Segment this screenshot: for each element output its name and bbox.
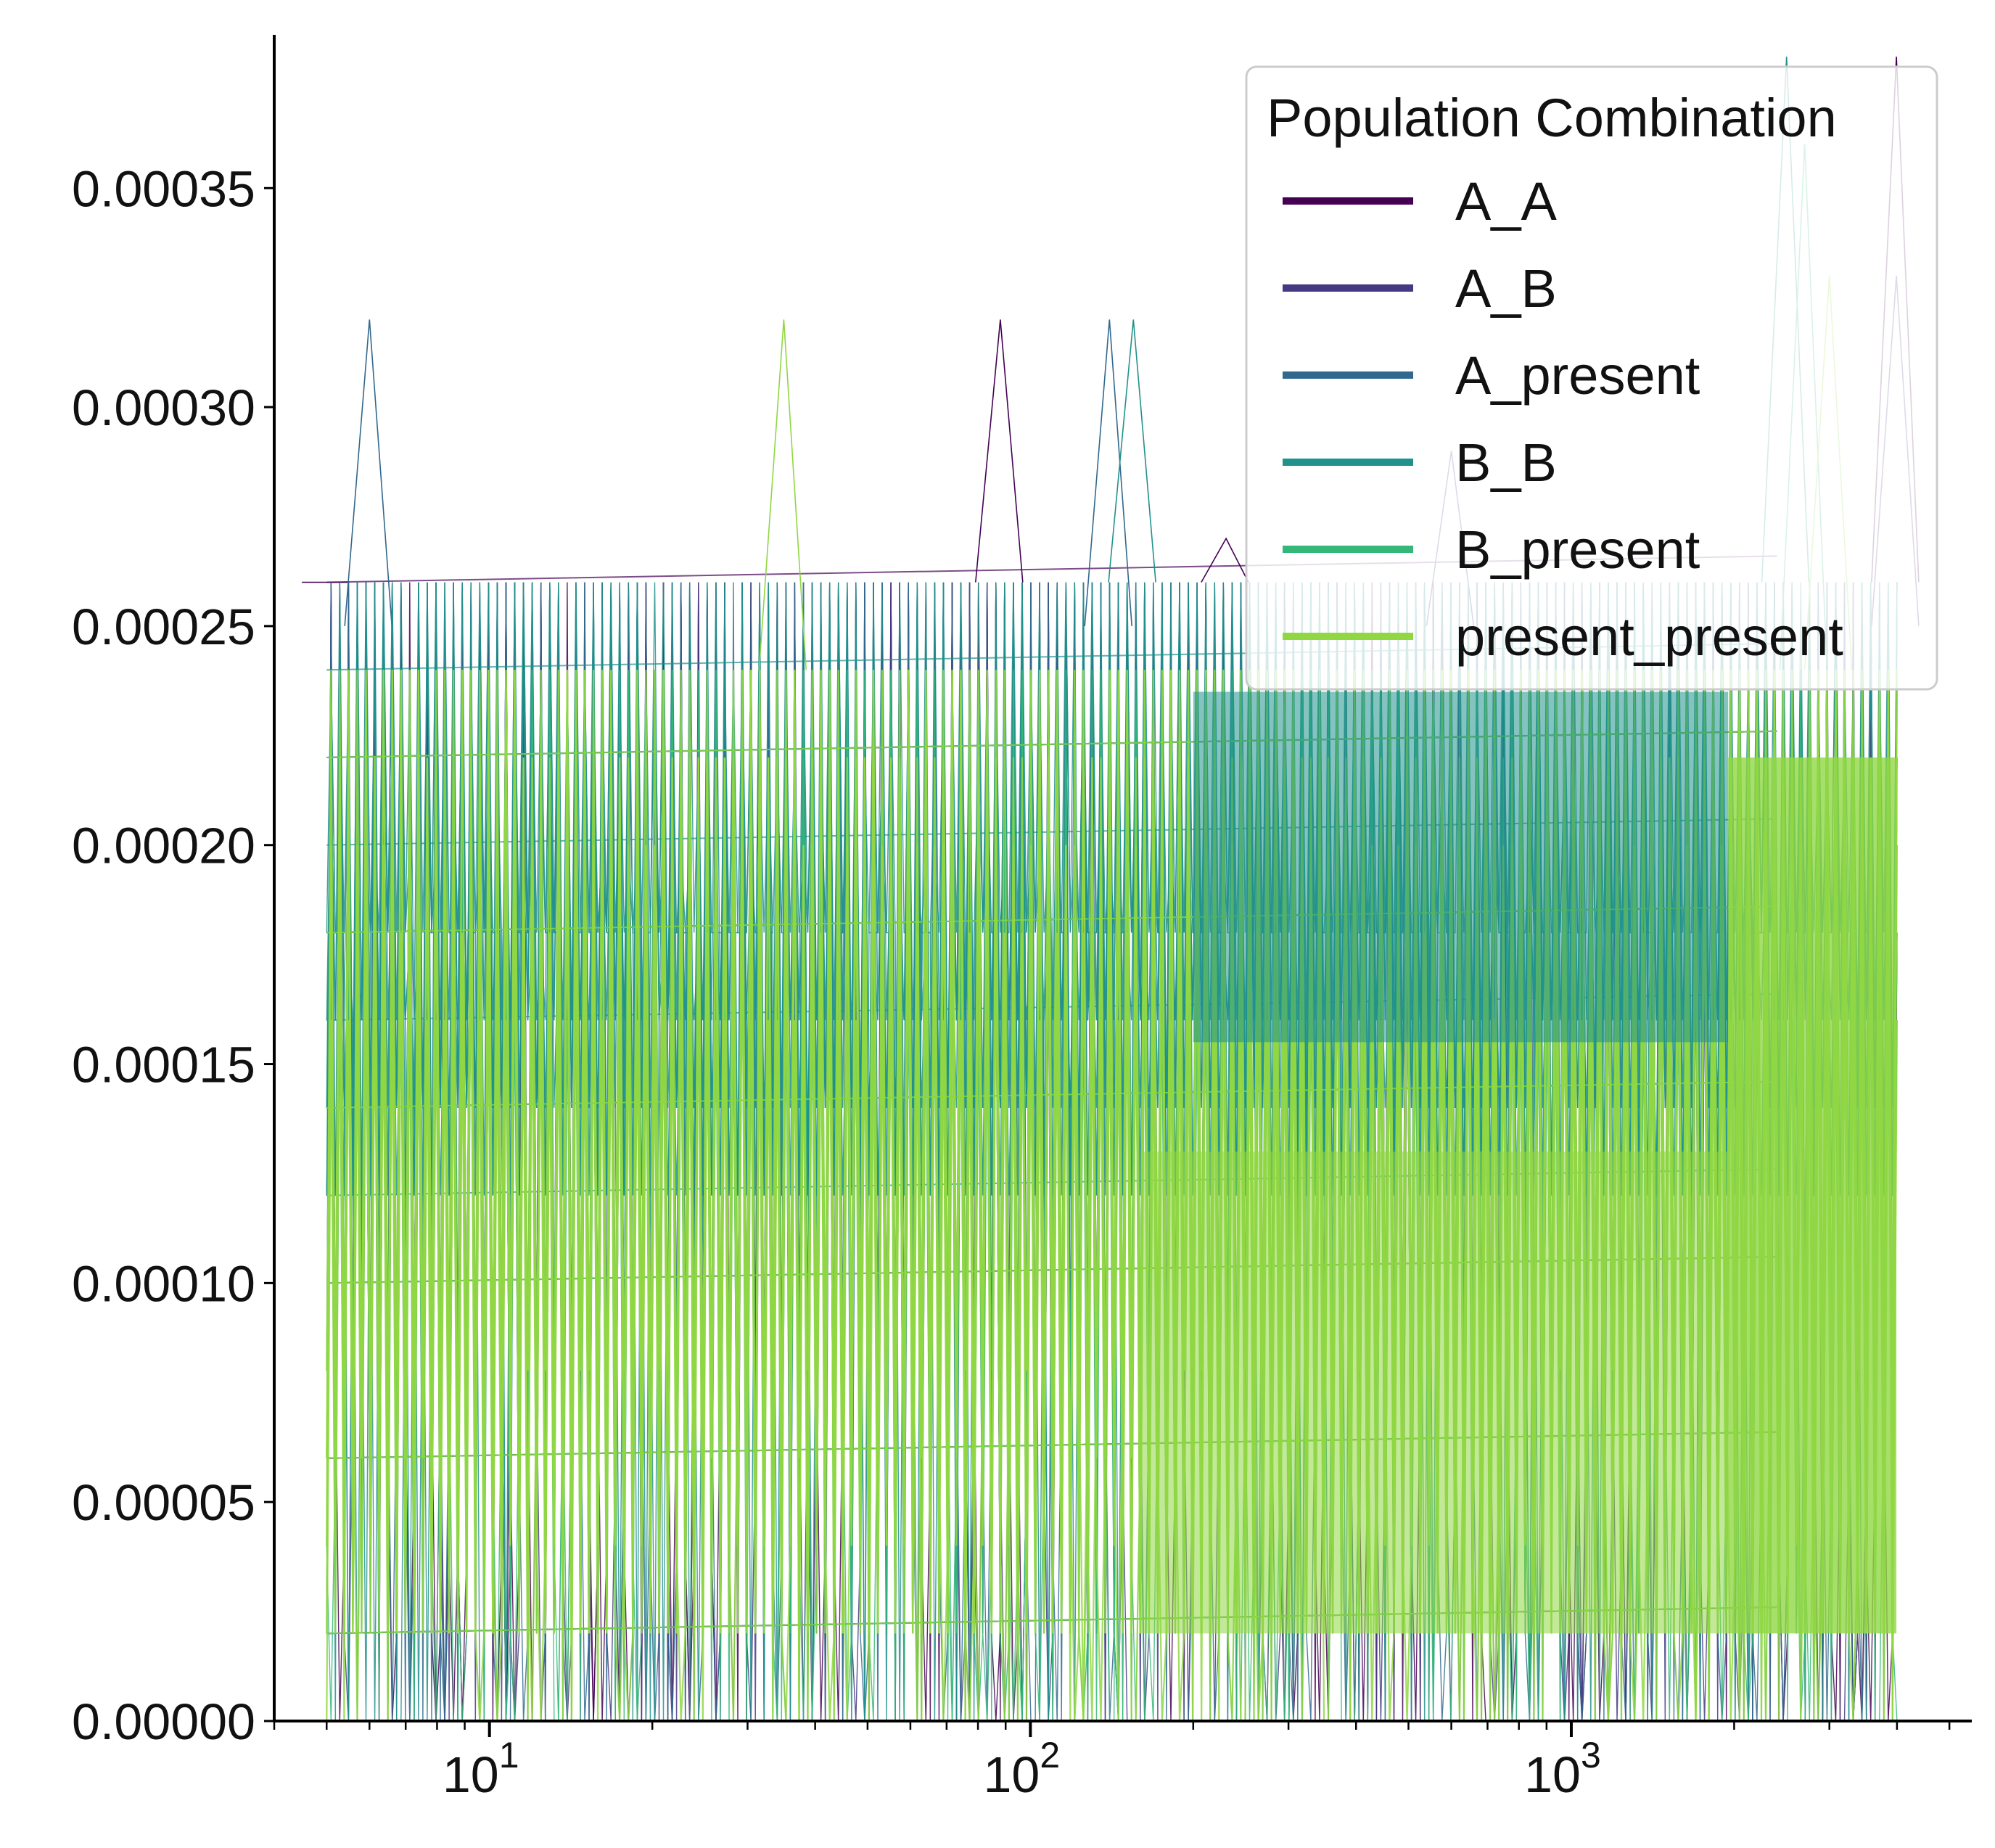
series-level-present-present xyxy=(326,1080,1777,1109)
legend-box xyxy=(1245,65,1938,691)
legend-label-B-present: B_present xyxy=(1455,520,1700,580)
series-spike-B-B-1 xyxy=(1108,319,1156,583)
y-tick-label: 0.00025 xyxy=(72,599,255,655)
series-spike-A-A-3 xyxy=(1201,537,1249,583)
x-tick-exponent: 3 xyxy=(1581,1735,1601,1775)
y-tick-label: 0.00030 xyxy=(72,379,255,436)
axes: 0.00000 0.00005 0.00010 0.00015 0.00020 0.000… xyxy=(72,35,1972,1803)
series-spike-present-present-1 xyxy=(758,319,807,670)
x-tick-exponent: 1 xyxy=(499,1735,519,1775)
legend-label-A-B: A_B xyxy=(1455,258,1557,319)
x-tick-label: 103 xyxy=(1524,1735,1601,1803)
legend-label-present-present: present_present xyxy=(1455,607,1843,667)
y-tick-label: 0.00010 xyxy=(72,1255,255,1312)
y-tick-label: 0.00000 xyxy=(72,1693,255,1750)
x-tick-label: 101 xyxy=(443,1735,519,1803)
series-density-present-present-tail xyxy=(1728,757,1897,1634)
series-density-b-b xyxy=(1193,691,1729,1043)
y-tick-label: 0.00020 xyxy=(72,818,255,874)
legend-label-B-B: B_B xyxy=(1455,432,1557,493)
legend-title: Population Combination xyxy=(1267,88,1837,148)
x-tick-label: 102 xyxy=(983,1735,1060,1803)
y-tick-label: 0.00015 xyxy=(72,1037,255,1093)
series-spike-A-present-2 xyxy=(1084,319,1132,626)
legend-label-A-A: A_A xyxy=(1455,171,1558,231)
series-density-present-present xyxy=(1140,1151,1729,1634)
series-spike-A-A-2 xyxy=(975,319,1024,583)
x-tick-exponent: 2 xyxy=(1040,1735,1060,1775)
legend: Population Combination A_A A_B A_present B_B… xyxy=(1245,65,1938,691)
y-tick-label: 0.00035 xyxy=(72,160,255,217)
y-tick-label: 0.00005 xyxy=(72,1474,255,1531)
series-lines xyxy=(302,57,1920,1722)
legend-label-A-present: A_present xyxy=(1455,345,1700,406)
series-spike-A-present-1 xyxy=(344,319,392,626)
